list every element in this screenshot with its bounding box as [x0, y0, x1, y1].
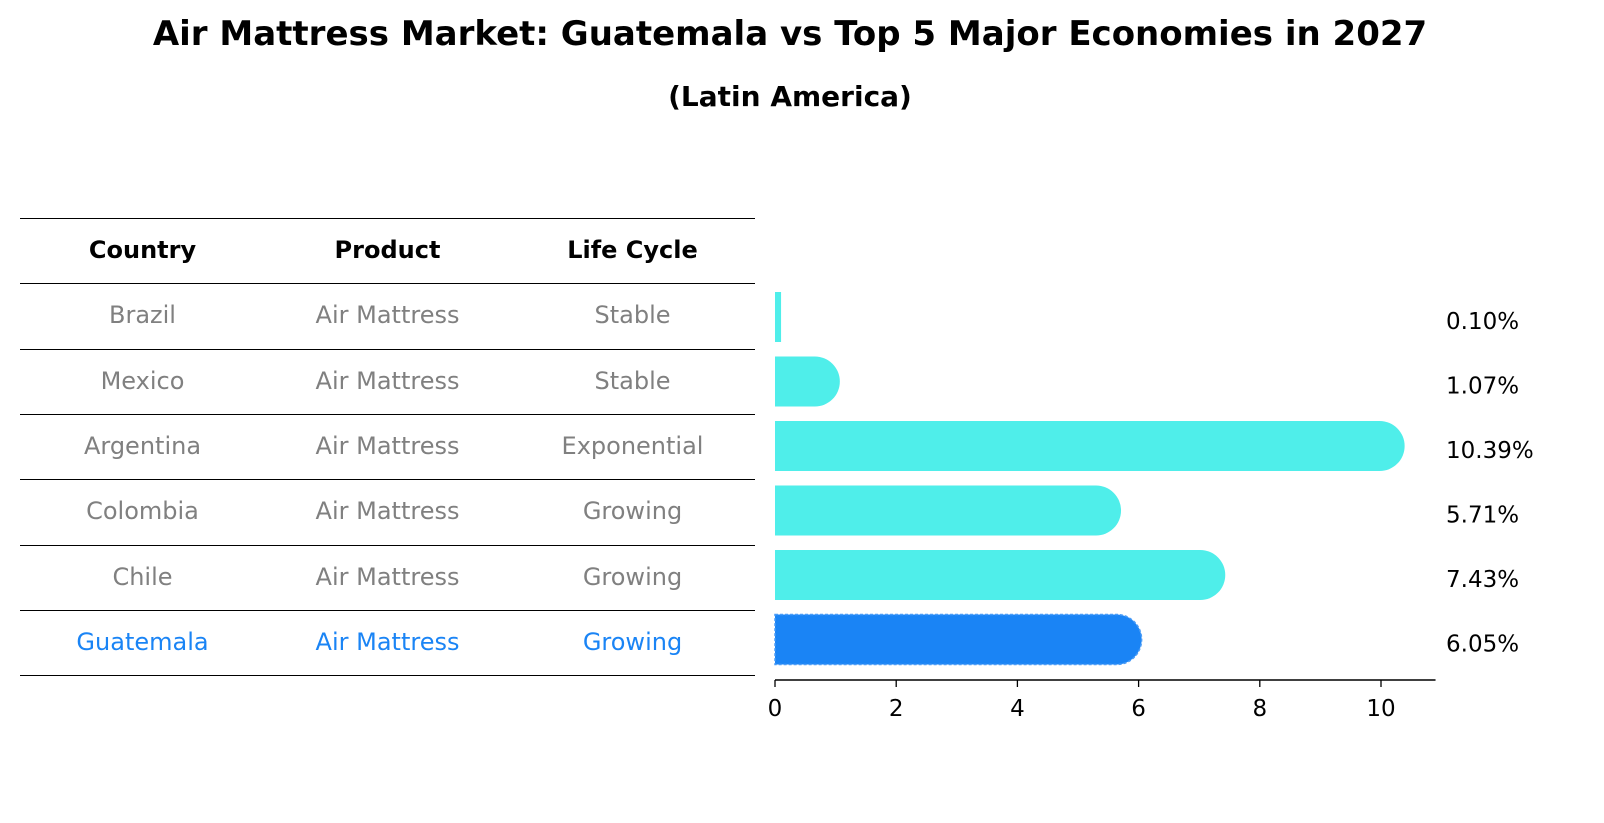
table-cell-product: Air Mattress — [315, 366, 460, 395]
bar-mexico — [775, 356, 840, 407]
table-cell-life-cycle: Growing — [582, 497, 683, 526]
x-tick-label: 0 — [768, 696, 783, 722]
table-cell-product: Air Mattress — [315, 431, 460, 460]
table-cell-country: Mexico — [100, 366, 185, 395]
bar-value-label: 1.07% — [1446, 374, 1519, 400]
table-header-cell: Product — [334, 236, 441, 264]
chart-title: Air Mattress Market: Guatemala vs Top 5 … — [152, 14, 1428, 54]
x-tick-label: 4 — [1010, 696, 1025, 722]
table-cell-life-cycle: Stable — [594, 366, 671, 395]
table-divider — [20, 544, 755, 546]
table-cell-country: Brazil — [109, 301, 176, 330]
bar-chile — [775, 550, 1226, 600]
table-cell-product: Air Mattress — [315, 562, 460, 591]
table-cell-product: Air Mattress — [315, 301, 460, 330]
chart-subtitle: (Latin America) — [668, 80, 912, 113]
table-cell-country: Argentina — [83, 431, 202, 460]
table-cell-country: Colombia — [86, 497, 199, 526]
table-cell-product: Air Mattress — [315, 627, 460, 656]
bar-highlight-outline — [774, 613, 1143, 666]
table-cell-life-cycle: Stable — [594, 301, 671, 330]
table-divider — [20, 348, 755, 350]
bar-value-label: 5.71% — [1446, 503, 1519, 529]
table-header-cell: Life Cycle — [567, 236, 698, 264]
bar-value-label: 10.39% — [1446, 438, 1534, 464]
table-divider — [20, 675, 755, 677]
bar-value-label: 6.05% — [1446, 632, 1519, 658]
table-cell-life-cycle: Growing — [582, 627, 683, 656]
table-divider — [20, 413, 755, 415]
bar-brazil — [775, 292, 782, 342]
x-tick-label: 8 — [1252, 696, 1267, 722]
bar-colombia — [775, 485, 1122, 536]
x-tick-label: 10 — [1366, 696, 1395, 722]
table-cell-country: Chile — [112, 562, 173, 591]
table-divider — [20, 479, 755, 481]
table-cell-life-cycle: Growing — [582, 562, 683, 591]
table-divider — [20, 609, 755, 611]
bar-value-label: 7.43% — [1446, 567, 1519, 593]
x-tick-label: 6 — [1131, 696, 1146, 722]
table-cell-country: Guatemala — [76, 627, 209, 656]
bar-argentina — [775, 421, 1405, 471]
table-cell-product: Air Mattress — [315, 497, 460, 526]
bar-value-label: 0.10% — [1446, 309, 1519, 335]
x-tick-label: 2 — [889, 696, 904, 722]
bar-guatemala — [775, 614, 1142, 665]
table-divider — [20, 218, 755, 219]
table-cell-life-cycle: Exponential — [561, 431, 704, 460]
table-divider — [20, 283, 755, 285]
table-header-cell: Country — [88, 236, 197, 264]
